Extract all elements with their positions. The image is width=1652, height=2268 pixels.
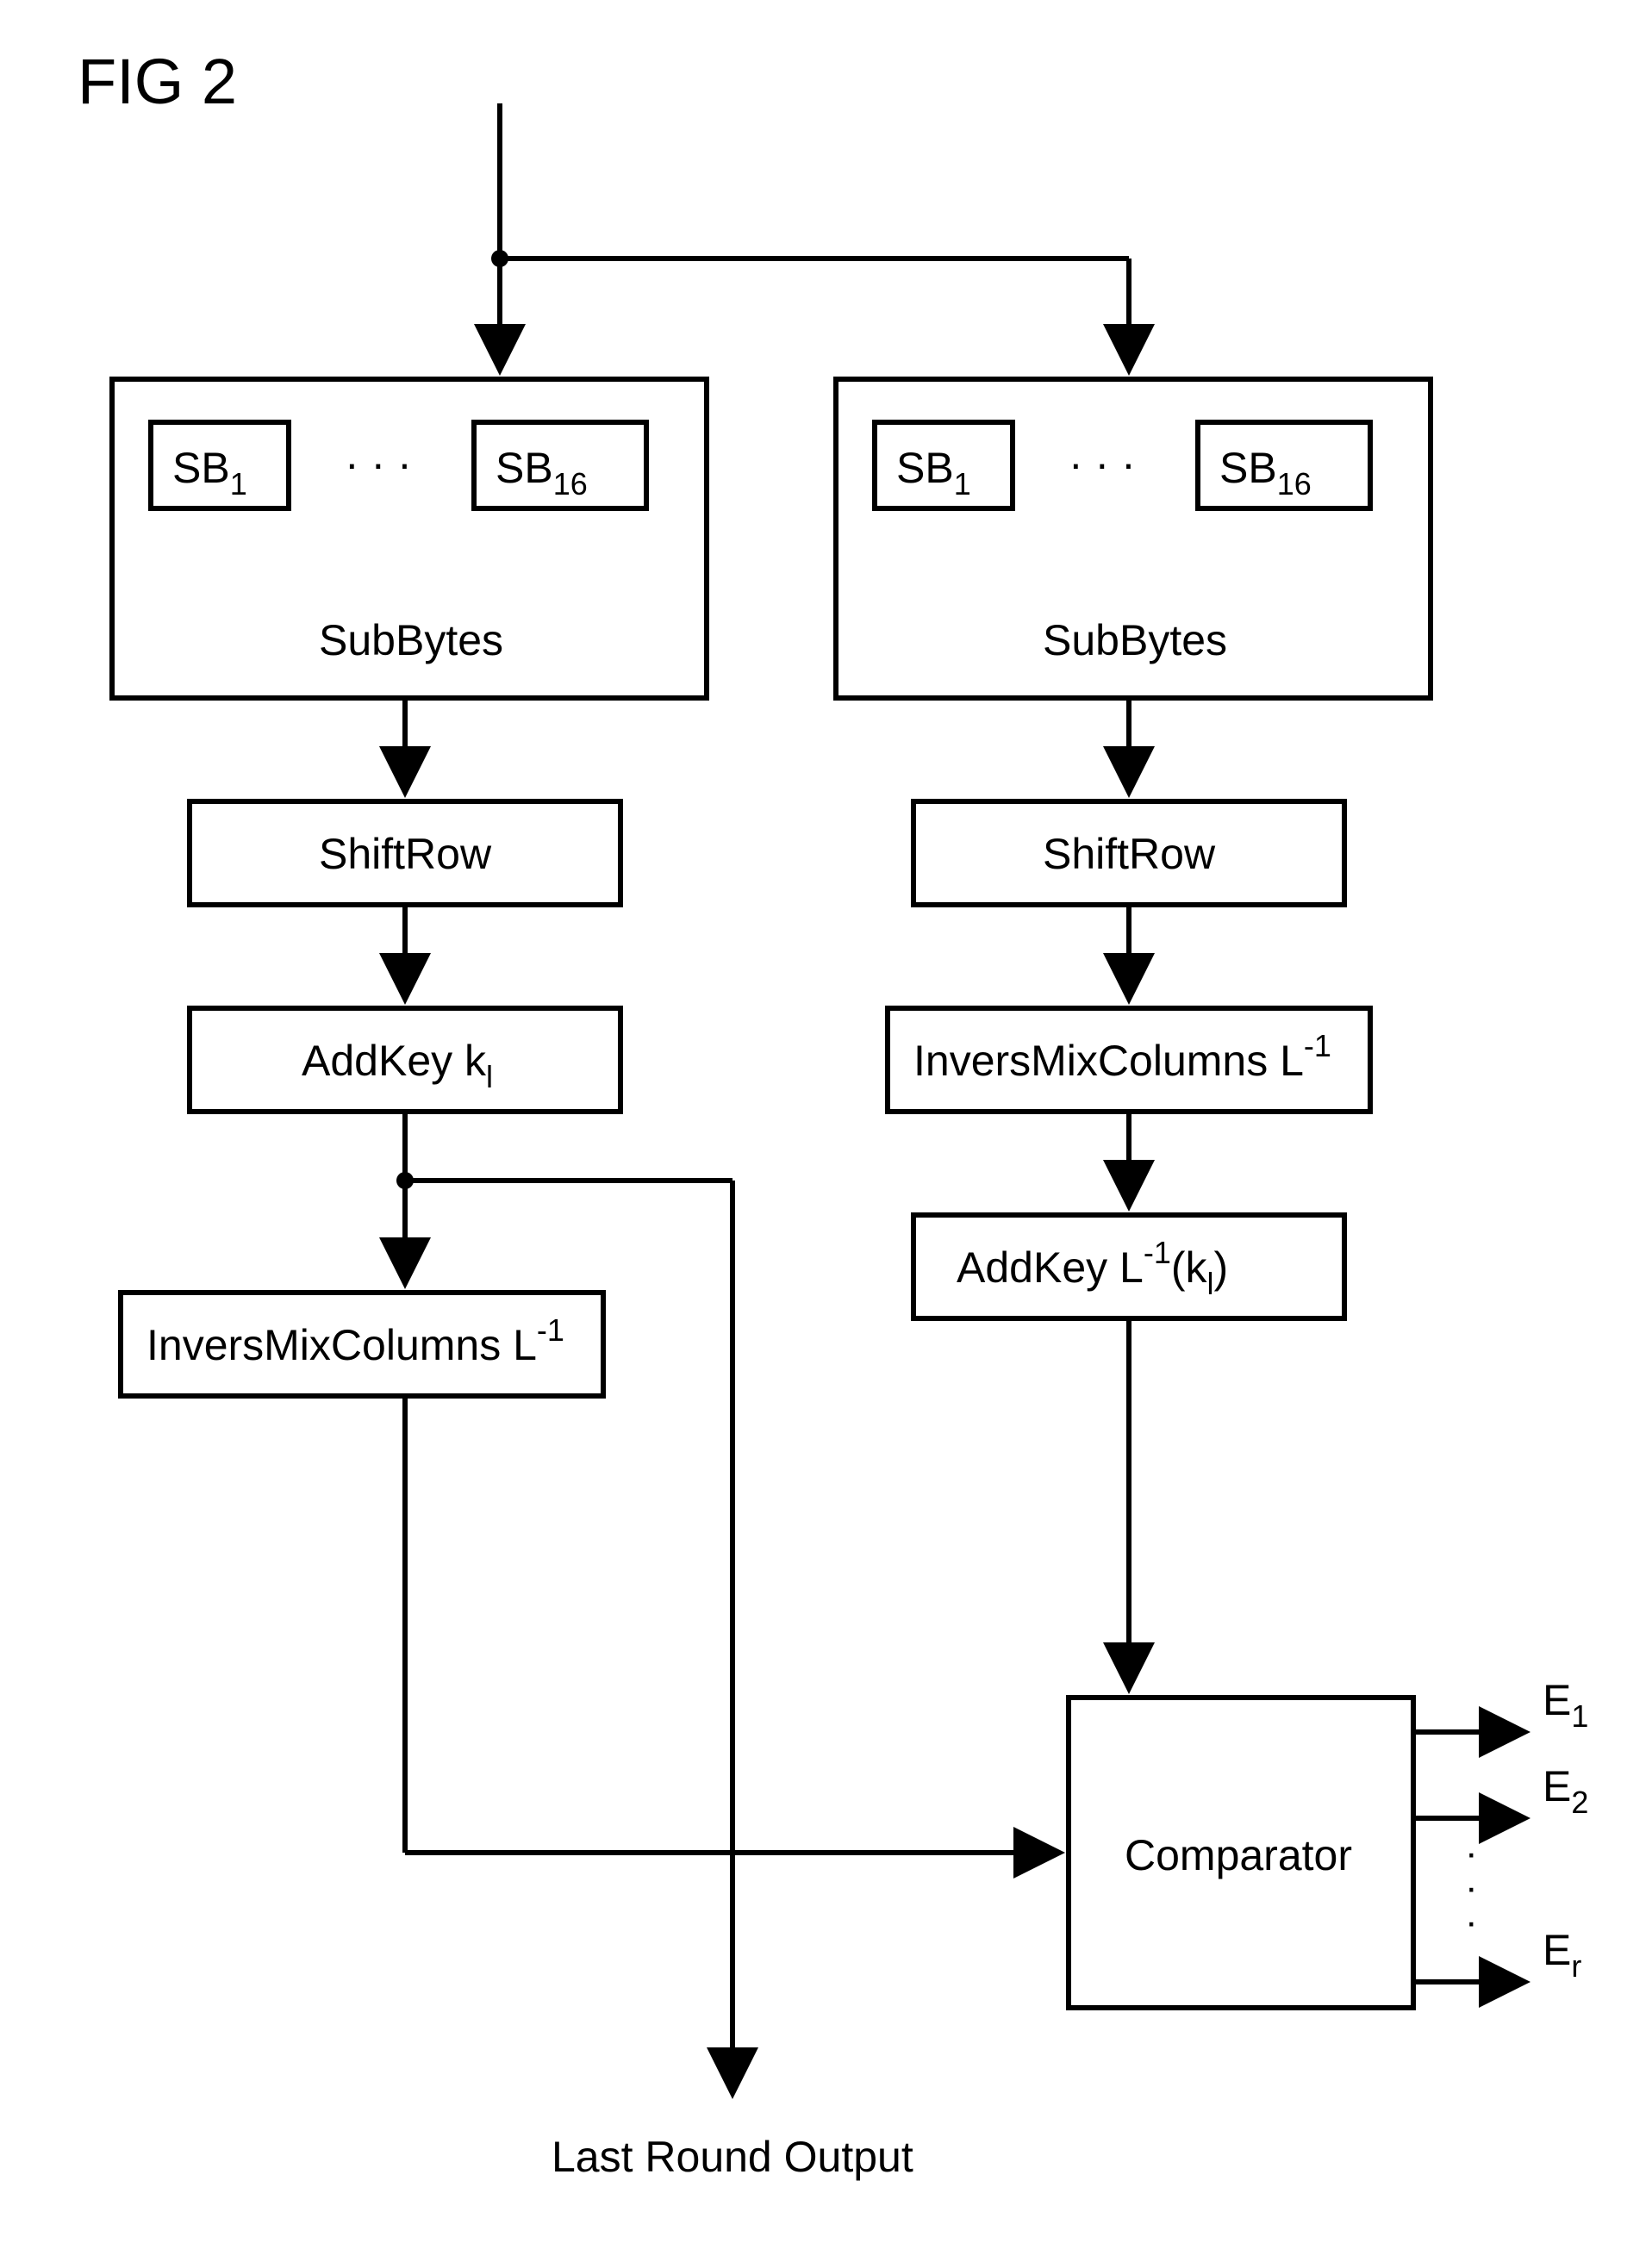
left-sb1-label: SB1 xyxy=(172,444,247,502)
output-dots: · xyxy=(1465,1901,1478,1943)
right-sb16-label: SB16 xyxy=(1219,444,1312,502)
right-invmix-label: InversMixColumns L-1 xyxy=(913,1028,1331,1085)
figure-title: FIG 2 xyxy=(78,46,237,117)
left-invmix-label: InversMixColumns L-1 xyxy=(146,1312,564,1369)
right-sb1-label: SB1 xyxy=(896,444,971,502)
last-round-output-label: Last Round Output xyxy=(552,2133,913,2181)
output-e2: E2 xyxy=(1543,1762,1588,1820)
left-shiftrow-label: ShiftRow xyxy=(319,830,492,878)
left-subbytes-label: SubBytes xyxy=(319,616,503,664)
left-sb-ellipsis: · · · xyxy=(345,439,412,488)
comparator-label: Comparator xyxy=(1125,1831,1352,1879)
right-shiftrow-label: ShiftRow xyxy=(1043,830,1216,878)
right-addkey-label: AddKey L-1(kl) xyxy=(957,1235,1228,1301)
right-subbytes-label: SubBytes xyxy=(1043,616,1227,664)
output-e1: E1 xyxy=(1543,1676,1588,1734)
left-sb16-label: SB16 xyxy=(496,444,588,502)
output-er: Er xyxy=(1543,1926,1581,1984)
right-sb-ellipsis: · · · xyxy=(1069,439,1136,488)
left-addkey-label: AddKey kl xyxy=(302,1037,493,1094)
diagram-canvas: FIG 2 SB1 · · · SB16 SubBytes ShiftRow A… xyxy=(0,0,1652,2264)
